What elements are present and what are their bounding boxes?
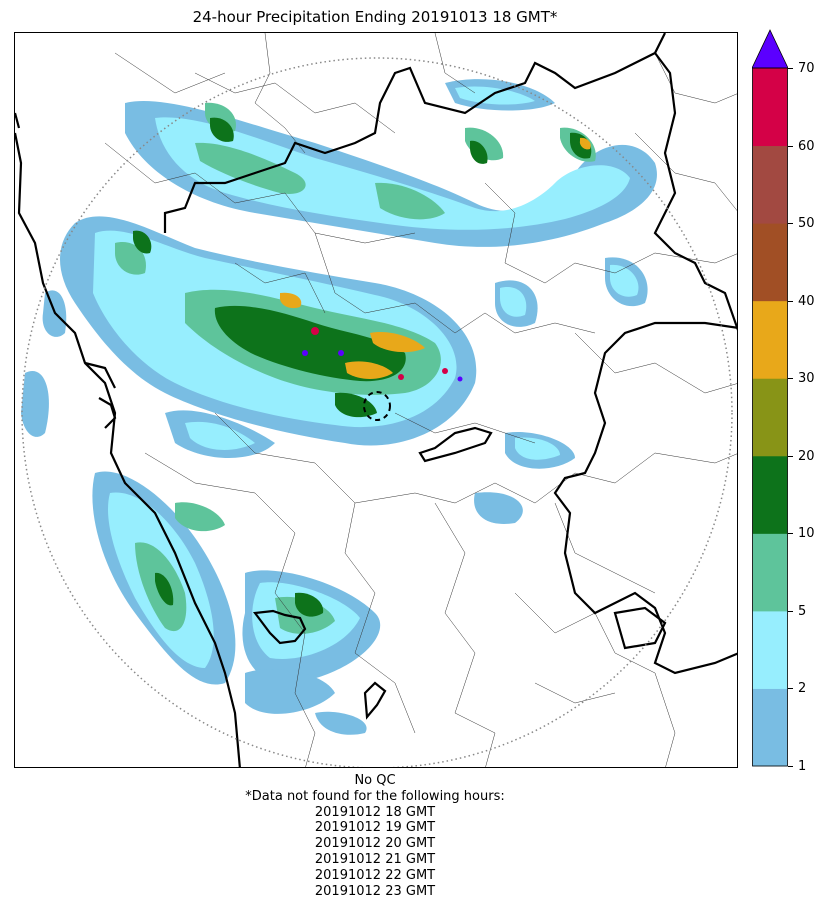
precip-layer-60-70 <box>311 327 448 380</box>
map-title: 24-hour Precipitation Ending 20191013 18… <box>192 8 558 26</box>
colorbar-tick-label: 10 <box>798 526 815 542</box>
colorbar-tick-mark <box>788 533 793 535</box>
colorbar-bin <box>752 378 788 457</box>
colorbar-tick-mark <box>788 766 793 767</box>
precipitation-map <box>14 32 738 768</box>
colorbar-overflow-arrow <box>752 29 788 69</box>
colorbar-outline <box>752 67 788 767</box>
colorbar-bin <box>752 145 788 224</box>
colorbar-bin <box>752 68 788 147</box>
colorbar-tick-label: 30 <box>798 371 815 387</box>
missing-hour: 20191012 18 GMT <box>314 804 436 820</box>
district-boundaries <box>104 33 737 767</box>
qc-note: No QC <box>354 773 396 788</box>
colorbar-tick-mark <box>788 610 793 612</box>
missing-hour: 20191012 20 GMT <box>314 836 436 852</box>
colorbar <box>752 29 788 767</box>
missing-data-header: *Data not found for the following hours: <box>245 788 505 804</box>
missing-hour: 20191012 19 GMT <box>314 820 436 836</box>
colorbar-bin <box>752 688 788 767</box>
colorbar-tick-label: 2 <box>798 681 807 697</box>
colorbar-tick-mark <box>788 688 793 690</box>
precip-layer-30-40 <box>279 137 591 379</box>
colorbar-tick-label: 60 <box>798 138 815 154</box>
colorbar-tick-label: 50 <box>798 216 815 232</box>
notes-block: No QC *Data not found for the following … <box>0 773 750 899</box>
colorbar-tick-label: 5 <box>798 603 807 619</box>
missing-hour: 20191012 21 GMT <box>314 851 436 867</box>
radar-site-marker <box>363 391 391 421</box>
colorbar-tick-mark <box>788 378 793 380</box>
colorbar-tick-label: 70 <box>798 61 815 76</box>
colorbar-bin <box>752 455 788 534</box>
state-borders <box>15 33 737 767</box>
colorbar-tick-mark <box>788 455 793 457</box>
colorbar-tick-mark <box>788 68 793 69</box>
radar-range-ring <box>21 57 733 767</box>
colorbar-bin <box>752 610 788 689</box>
colorbar-bin <box>752 533 788 612</box>
missing-hour: 20191012 22 GMT <box>314 867 436 883</box>
precip-layer-70-plus <box>302 350 463 382</box>
colorbar-tick-mark <box>788 145 793 147</box>
colorbar-tick-label: 40 <box>798 293 815 309</box>
map-canvas <box>15 33 737 767</box>
colorbar-bin <box>752 223 788 302</box>
colorbar-tick-mark <box>788 300 793 302</box>
colorbar-tick-label: 1 <box>798 759 807 774</box>
colorbar-bin <box>752 300 788 379</box>
colorbar-tick-mark <box>788 223 793 225</box>
colorbar-tick-label: 20 <box>798 448 815 464</box>
missing-hour: 20191012 23 GMT <box>314 883 436 899</box>
